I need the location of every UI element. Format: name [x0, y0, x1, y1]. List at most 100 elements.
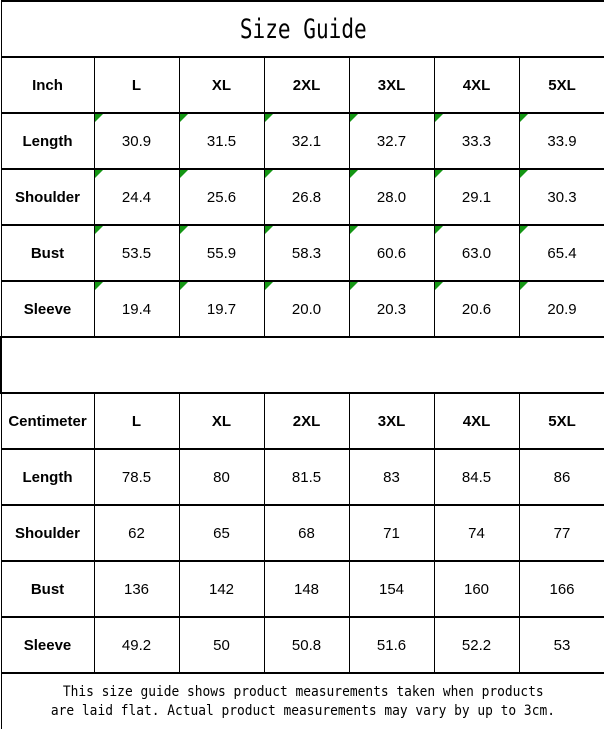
row-label: Length [0, 448, 95, 506]
measurement-cell: 30.9 [93, 112, 180, 170]
measurement-cell: 32.1 [263, 112, 350, 170]
measurement-cell: 19.7 [178, 280, 265, 338]
measurement-cell: 20.9 [518, 280, 604, 338]
cm-size-header-3xl: 3XL [348, 392, 435, 450]
measurement-value: 32.1 [291, 132, 322, 150]
measurement-cell: 33.9 [518, 112, 604, 170]
inch-size-header-l: L [93, 56, 180, 114]
cm-sleeve-row: Sleeve 49.2 50 50.8 51.6 52.2 53 [0, 616, 604, 674]
cell-flag-triangle-icon [520, 227, 528, 234]
inch-size-header-5xl: 5XL [518, 56, 604, 114]
cell-flag-triangle-icon [350, 227, 358, 234]
inch-size-header-xl: XL [178, 56, 265, 114]
cell-flag-triangle-icon [180, 227, 188, 234]
spacer-cell [0, 336, 604, 394]
measurement-cell: 49.2 [93, 616, 180, 674]
title-row: Size Guide [0, 0, 604, 58]
measurement-cell: 20.6 [433, 280, 520, 338]
measurement-cell: 71 [348, 504, 435, 562]
cell-flag-triangle-icon [265, 227, 273, 234]
cm-unit-header: Centimeter [0, 392, 95, 450]
measurement-cell: 84.5 [433, 448, 520, 506]
page-title-text: Size Guide [239, 13, 367, 45]
row-label: Length [0, 112, 95, 170]
cm-length-row: Length 78.5 80 81.5 83 84.5 86 [0, 448, 604, 506]
measurement-cell: 53.5 [93, 224, 180, 282]
measurement-cell: 55.9 [178, 224, 265, 282]
cm-size-header-xl: XL [178, 392, 265, 450]
cell-flag-triangle-icon [95, 171, 103, 178]
footer-row: This size guide shows product measuremen… [0, 672, 604, 729]
measurement-cell: 26.8 [263, 168, 350, 226]
measurement-value: 60.6 [376, 244, 407, 262]
measurement-value: 20.9 [547, 300, 577, 318]
cm-header-row: Centimeter L XL 2XL 3XL 4XL 5XL [0, 392, 604, 450]
cell-flag-triangle-icon [95, 283, 103, 290]
measurement-value: 24.4 [121, 188, 152, 206]
measurement-value: 58.3 [291, 244, 322, 262]
measurement-cell: 83 [348, 448, 435, 506]
measurement-cell: 63.0 [433, 224, 520, 282]
inch-size-header-3xl: 3XL [348, 56, 435, 114]
inch-unit-header: Inch [0, 56, 95, 114]
cell-flag-triangle-icon [265, 283, 273, 290]
footer-note-line2: are laid flat. Actual product measuremen… [50, 702, 556, 719]
measurement-value: 25.6 [206, 188, 237, 206]
measurement-cell: 19.4 [93, 280, 180, 338]
measurement-cell: 20.0 [263, 280, 350, 338]
footer-note: This size guide shows product measuremen… [0, 672, 604, 729]
cm-shoulder-row: Shoulder 62 65 68 71 74 77 [0, 504, 604, 562]
measurement-cell: 62 [93, 504, 180, 562]
measurement-cell: 29.1 [433, 168, 520, 226]
measurement-cell: 86 [518, 448, 604, 506]
cell-flag-triangle-icon [95, 115, 103, 122]
measurement-cell: 58.3 [263, 224, 350, 282]
cell-flag-triangle-icon [265, 171, 273, 178]
measurement-value: 55.9 [206, 244, 237, 262]
measurement-value: 65.4 [547, 244, 577, 262]
measurement-cell: 31.5 [178, 112, 265, 170]
row-label: Shoulder [0, 504, 95, 562]
cm-size-header-5xl: 5XL [518, 392, 604, 450]
inch-size-header-2xl: 2XL [263, 56, 350, 114]
cell-flag-triangle-icon [350, 171, 358, 178]
measurement-value: 30.9 [121, 132, 152, 150]
measurement-cell: 142 [178, 560, 265, 618]
cell-flag-triangle-icon [350, 115, 358, 122]
row-label: Sleeve [0, 280, 95, 338]
measurement-value: 19.4 [121, 300, 152, 318]
measurement-cell: 32.7 [348, 112, 435, 170]
inch-bust-row: Bust 53.5 55.9 58.3 60.6 63.0 65.4 [0, 224, 604, 282]
measurement-cell: 77 [518, 504, 604, 562]
measurement-value: 20.3 [376, 300, 407, 318]
inch-sleeve-row: Sleeve 19.4 19.7 20.0 20.3 20.6 20.9 [0, 280, 604, 338]
inch-size-header-4xl: 4XL [433, 56, 520, 114]
cell-flag-triangle-icon [520, 283, 528, 290]
measurement-cell: 136 [93, 560, 180, 618]
measurement-value: 29.1 [461, 188, 492, 206]
cell-flag-triangle-icon [350, 283, 358, 290]
measurement-cell: 51.6 [348, 616, 435, 674]
cell-flag-triangle-icon [520, 115, 528, 122]
cell-flag-triangle-icon [520, 171, 528, 178]
cell-flag-triangle-icon [180, 171, 188, 178]
measurement-value: 33.3 [461, 132, 492, 150]
measurement-value: 32.7 [376, 132, 407, 150]
inch-length-row: Length 30.9 31.5 32.1 32.7 33.3 33.9 [0, 112, 604, 170]
measurement-cell: 154 [348, 560, 435, 618]
cm-size-header-l: L [93, 392, 180, 450]
measurement-value: 31.5 [206, 132, 237, 150]
row-label: Shoulder [0, 168, 95, 226]
row-label: Bust [0, 224, 95, 282]
measurement-cell: 30.3 [518, 168, 604, 226]
cell-flag-triangle-icon [180, 283, 188, 290]
row-label: Sleeve [0, 616, 95, 674]
measurement-cell: 160 [433, 560, 520, 618]
cell-flag-triangle-icon [435, 227, 443, 234]
measurement-value: 26.8 [291, 188, 322, 206]
measurement-value: 53.5 [121, 244, 152, 262]
measurement-cell: 166 [518, 560, 604, 618]
measurement-cell: 65.4 [518, 224, 604, 282]
